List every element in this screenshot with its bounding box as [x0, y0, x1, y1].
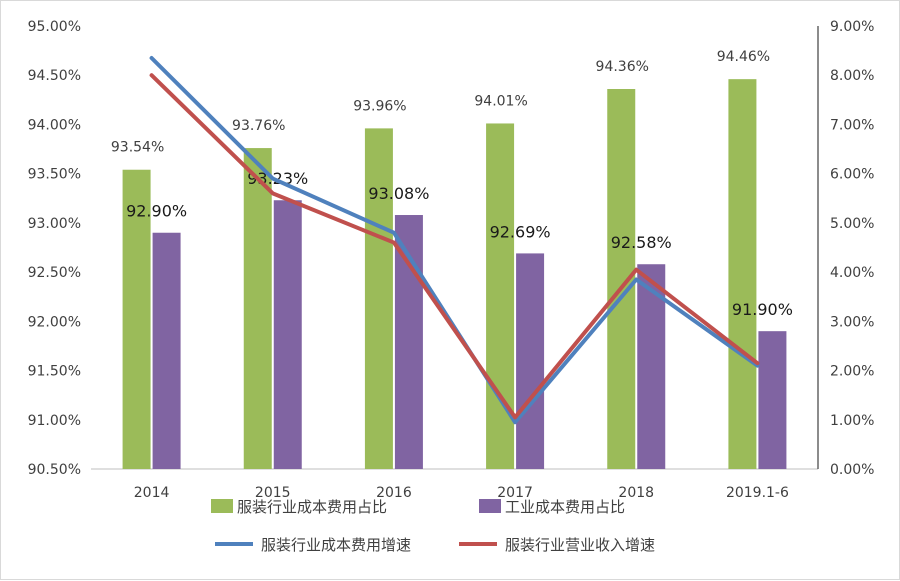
left-axis-tick-label: 94.50% — [28, 68, 81, 84]
data-label-industry-cost-ratio: 91.90% — [732, 300, 793, 319]
left-axis-tick-label: 93.50% — [28, 167, 81, 183]
right-axis-tick-label: 4.00% — [830, 265, 874, 281]
legend-label-apparel-cost-growth: 服装行业成本费用增速 — [261, 536, 411, 554]
left-axis-tick-label: 91.00% — [28, 413, 81, 429]
data-label-apparel-cost-ratio: 93.76% — [232, 118, 285, 134]
legend-label-industry-cost-ratio: 工业成本费用占比 — [505, 498, 625, 516]
legend-swatch-industry-cost-ratio — [479, 499, 501, 513]
left-axis-tick-label: 92.00% — [28, 314, 81, 330]
data-label-apparel-cost-ratio: 93.54% — [111, 140, 164, 156]
legend-label-apparel-cost-ratio: 服装行业成本费用占比 — [237, 498, 387, 516]
right-axis-tick-label: 8.00% — [830, 68, 874, 84]
data-label-apparel-cost-ratio: 94.46% — [717, 49, 770, 65]
right-axis-tick-label: 7.00% — [830, 117, 874, 133]
right-axis-tick-label: 0.00% — [830, 462, 874, 478]
left-axis-tick-label: 91.50% — [28, 364, 81, 380]
right-axis-tick-label: 9.00% — [830, 19, 874, 35]
bar-industry-cost-ratio — [273, 200, 302, 469]
left-axis-tick-label: 90.50% — [28, 462, 81, 478]
right-axis-tick-label: 3.00% — [830, 314, 874, 330]
data-label-industry-cost-ratio: 92.90% — [126, 202, 187, 221]
right-axis-tick-label: 5.00% — [830, 216, 874, 232]
left-axis-tick-label: 95.00% — [28, 19, 81, 35]
left-axis-tick-label: 94.00% — [28, 117, 81, 133]
line-apparel-revenue-growth — [149, 73, 760, 420]
data-label-industry-cost-ratio: 93.08% — [368, 184, 429, 203]
data-label-industry-cost-ratio: 92.69% — [490, 222, 551, 241]
category-label: 2015 — [255, 485, 291, 501]
category-label: 2018 — [618, 485, 654, 501]
bar-apparel-cost-ratio — [122, 169, 151, 469]
legend-swatch-apparel-cost-ratio — [211, 499, 233, 513]
data-label-apparel-cost-ratio: 94.36% — [596, 59, 649, 75]
right-axis-tick-label: 6.00% — [830, 167, 874, 183]
legend-label-apparel-revenue-growth: 服装行业营业收入增速 — [505, 536, 655, 554]
data-label-apparel-cost-ratio: 93.96% — [353, 98, 406, 114]
bar-apparel-cost-ratio — [728, 79, 757, 469]
bar-industry-cost-ratio — [758, 331, 787, 469]
left-axis-tick-label: 92.50% — [28, 265, 81, 281]
bar-apparel-cost-ratio — [364, 128, 393, 469]
data-label-apparel-cost-ratio: 94.01% — [474, 93, 527, 109]
left-axis-tick-label: 93.00% — [28, 216, 81, 232]
category-label: 2016 — [376, 485, 412, 501]
category-label: 2017 — [497, 485, 533, 501]
data-label-industry-cost-ratio: 92.58% — [611, 233, 672, 252]
right-axis-tick-label: 2.00% — [830, 364, 874, 380]
category-label: 2014 — [134, 485, 170, 501]
bar-industry-cost-ratio — [152, 232, 181, 469]
bar-apparel-cost-ratio — [243, 148, 272, 469]
right-axis-tick-label: 1.00% — [830, 413, 874, 429]
bar-industry-cost-ratio — [516, 253, 545, 469]
category-label: 2019.1-6 — [726, 485, 789, 501]
